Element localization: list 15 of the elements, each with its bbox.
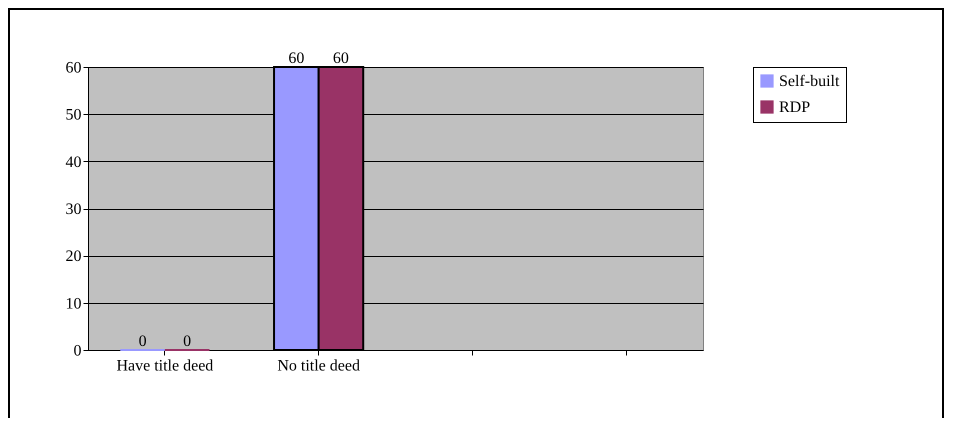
x-tick-label: Have title deed (116, 358, 214, 374)
y-tick-label: 30 (66, 201, 82, 218)
y-tick-label: 50 (66, 106, 82, 124)
data-label: 0 (138, 333, 147, 350)
y-tick-label: 60 (66, 60, 82, 76)
data-label: 60 (288, 50, 304, 67)
data-label: 60 (332, 50, 349, 67)
data-label: 0 (183, 333, 192, 350)
y-tick-label: 40 (66, 154, 82, 171)
legend-label: RDP (779, 99, 810, 116)
y-tick-label: 20 (66, 248, 82, 266)
x-tick-label: No title deed (277, 358, 360, 374)
y-tick-label: 10 (66, 295, 82, 312)
y-tick-label: 0 (74, 342, 82, 360)
legend-label: Self-built (779, 73, 840, 90)
